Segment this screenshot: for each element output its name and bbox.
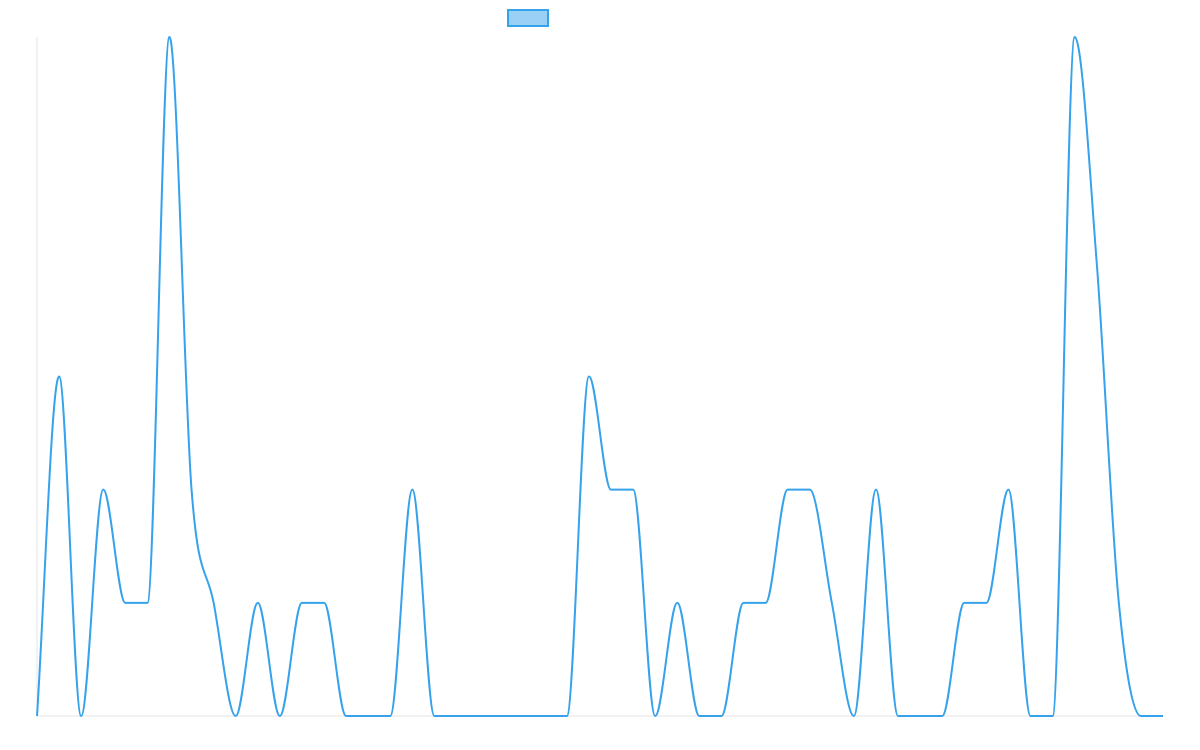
data-point[interactable]	[608, 487, 614, 493]
data-point[interactable]	[409, 487, 415, 493]
data-point[interactable]	[983, 600, 989, 606]
data-point[interactable]	[34, 713, 40, 719]
chart-axes	[36, 37, 1163, 717]
data-point[interactable]	[166, 34, 172, 40]
data-point[interactable]	[542, 713, 548, 719]
data-point[interactable]	[277, 713, 283, 719]
data-point[interactable]	[365, 713, 371, 719]
data-point[interactable]	[851, 713, 857, 719]
data-point[interactable]	[829, 600, 835, 606]
legend-swatch[interactable]	[507, 9, 549, 27]
data-point[interactable]	[1050, 713, 1056, 719]
data-point[interactable]	[1138, 713, 1144, 719]
data-point[interactable]	[696, 713, 702, 719]
data-point[interactable]	[1005, 487, 1011, 493]
data-point[interactable]	[476, 713, 482, 719]
chart-legend[interactable]	[507, 9, 549, 27]
data-point[interactable]	[785, 487, 791, 493]
data-point[interactable]	[56, 374, 62, 380]
data-point[interactable]	[807, 487, 813, 493]
data-point[interactable]	[1028, 713, 1034, 719]
data-point[interactable]	[1072, 34, 1078, 40]
data-point[interactable]	[652, 713, 658, 719]
data-point[interactable]	[498, 713, 504, 719]
data-point[interactable]	[453, 713, 459, 719]
data-point[interactable]	[718, 713, 724, 719]
data-point[interactable]	[321, 600, 327, 606]
series-line	[36, 36, 1163, 717]
data-point[interactable]	[961, 600, 967, 606]
data-point[interactable]	[564, 713, 570, 719]
data-point[interactable]	[895, 713, 901, 719]
data-point[interactable]	[100, 487, 106, 493]
data-point[interactable]	[122, 600, 128, 606]
data-point[interactable]	[189, 487, 195, 493]
data-point[interactable]	[343, 713, 349, 719]
data-point[interactable]	[763, 600, 769, 606]
series-layer	[34, 34, 1166, 719]
data-point[interactable]	[144, 600, 150, 606]
data-point[interactable]	[917, 713, 923, 719]
data-point[interactable]	[255, 600, 261, 606]
data-point[interactable]	[873, 487, 879, 493]
data-point[interactable]	[586, 374, 592, 380]
data-point[interactable]	[431, 713, 437, 719]
data-point[interactable]	[939, 713, 945, 719]
data-point[interactable]	[387, 713, 393, 719]
data-point[interactable]	[233, 713, 239, 719]
data-point[interactable]	[1160, 713, 1166, 719]
data-point[interactable]	[299, 600, 305, 606]
data-point[interactable]	[1094, 260, 1100, 266]
data-point[interactable]	[741, 600, 747, 606]
data-point[interactable]	[1116, 600, 1122, 606]
data-point[interactable]	[78, 713, 84, 719]
data-point[interactable]	[211, 600, 217, 606]
data-point[interactable]	[674, 600, 680, 606]
data-point[interactable]	[520, 713, 526, 719]
data-point[interactable]	[630, 487, 636, 493]
